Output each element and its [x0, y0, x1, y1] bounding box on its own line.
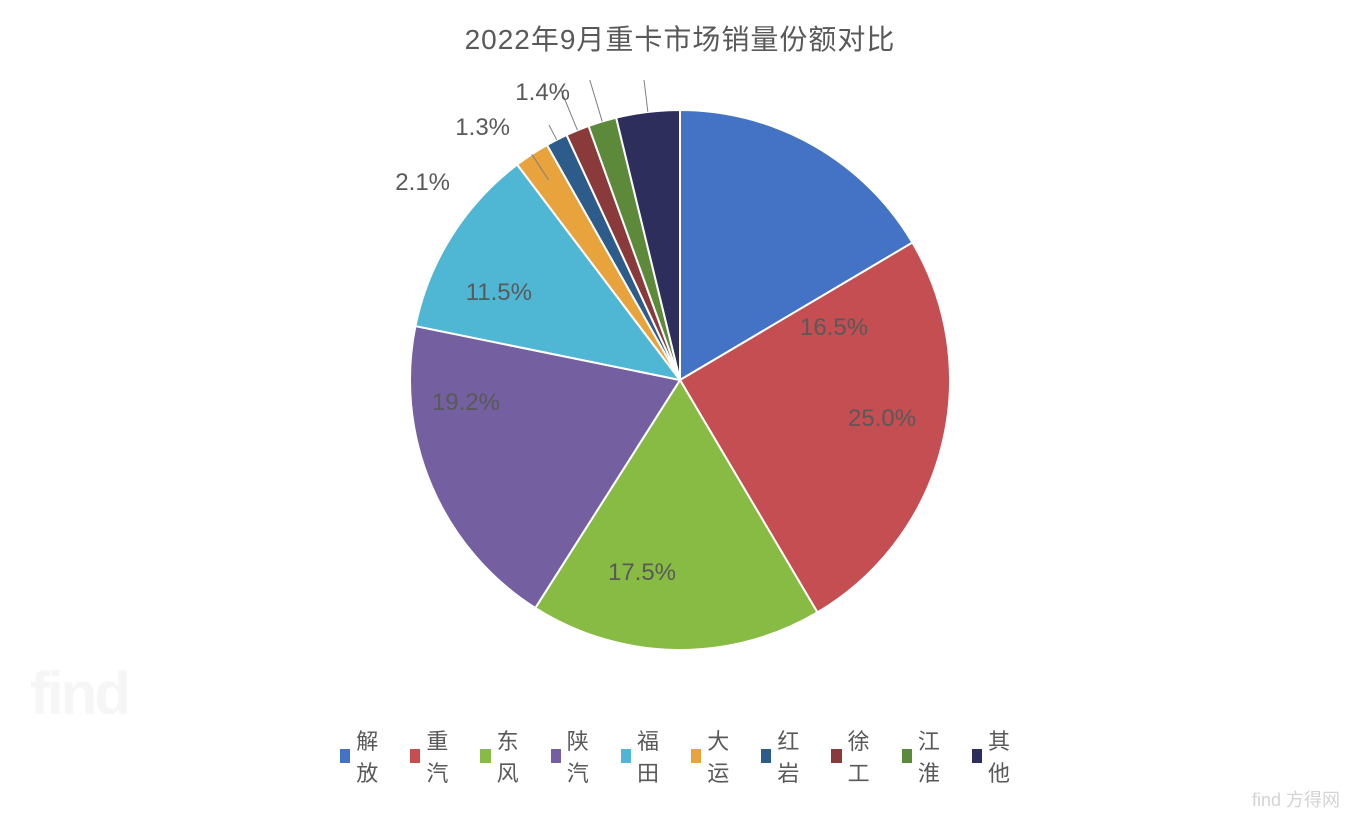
slice-label: 2.1%	[395, 169, 450, 196]
slice-label: 19.2%	[432, 389, 500, 416]
legend-item: 其他	[972, 724, 1020, 788]
leader-line	[584, 80, 602, 121]
leader-line	[642, 80, 648, 112]
chart-legend: 解放重汽东风陕汽福田大运红岩徐工江淮其他	[340, 724, 1020, 788]
legend-swatch	[480, 749, 490, 763]
slice-label: 17.5%	[608, 559, 676, 586]
legend-text: 江淮	[918, 724, 950, 788]
leader-line	[549, 125, 557, 140]
slice-label: 1.3%	[455, 114, 510, 141]
legend-text: 徐工	[848, 724, 880, 788]
legend-text: 大运	[707, 724, 739, 788]
slice-label: 25.0%	[848, 405, 916, 432]
slice-label: 11.5%	[466, 279, 532, 306]
legend-text: 东风	[497, 724, 529, 788]
legend-item: 重汽	[410, 724, 458, 788]
legend-text: 解放	[356, 724, 388, 788]
slice-label: 1.4%	[515, 80, 570, 106]
chart-container: 2022年9月重卡市场销量份额对比 find 16.5% 25.0% 17.5% 19…	[0, 0, 1360, 818]
legend-item: 徐工	[831, 724, 879, 788]
legend-item: 解放	[340, 724, 388, 788]
chart-title: 2022年9月重卡市场销量份额对比	[465, 18, 896, 58]
watermark-background: find	[30, 659, 128, 728]
legend-swatch	[761, 749, 771, 763]
legend-text: 其他	[988, 724, 1020, 788]
watermark-corner: find 方得网	[1252, 786, 1340, 812]
legend-item: 陕汽	[551, 724, 599, 788]
legend-item: 福田	[621, 724, 669, 788]
legend-swatch	[831, 749, 841, 763]
legend-swatch	[410, 749, 420, 763]
pie-chart: 16.5%25.0%17.5%19.2%11.5%2.1%1.3%1.4%1.7…	[380, 80, 980, 680]
legend-swatch	[972, 749, 982, 763]
legend-text: 重汽	[426, 724, 458, 788]
legend-text: 陕汽	[567, 724, 599, 788]
legend-item: 红岩	[761, 724, 809, 788]
legend-text: 红岩	[777, 724, 809, 788]
legend-item: 江淮	[902, 724, 950, 788]
legend-text: 福田	[637, 724, 669, 788]
legend-swatch	[691, 749, 701, 763]
legend-swatch	[551, 749, 561, 763]
legend-swatch	[902, 749, 912, 763]
legend-swatch	[340, 749, 350, 763]
legend-item: 东风	[480, 724, 528, 788]
legend-swatch	[621, 749, 631, 763]
slice-label: 16.5%	[800, 314, 868, 341]
legend-item: 大运	[691, 724, 739, 788]
